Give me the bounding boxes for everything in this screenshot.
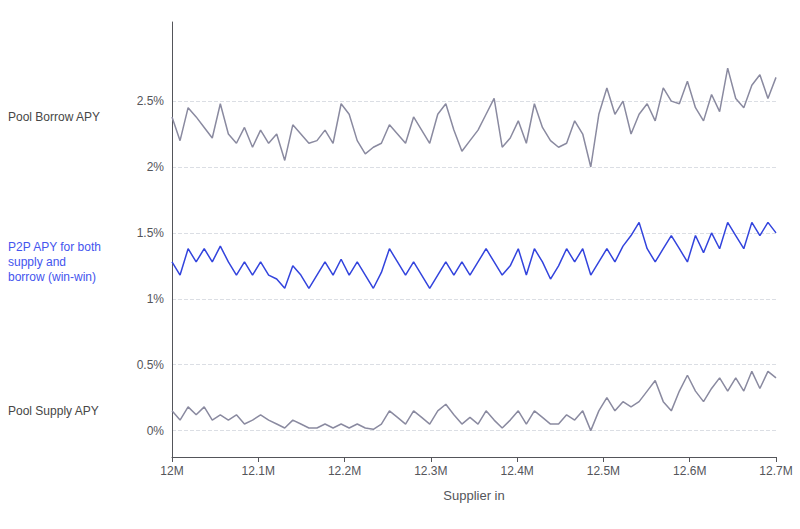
svg-text:P2P APY for both: P2P APY for both bbox=[8, 240, 101, 254]
svg-text:12.1M: 12.1M bbox=[242, 464, 275, 478]
svg-text:Pool Supply APY: Pool Supply APY bbox=[8, 404, 99, 418]
svg-text:12.7M: 12.7M bbox=[759, 464, 792, 478]
svg-text:12.2M: 12.2M bbox=[328, 464, 361, 478]
svg-text:borrow (win-win): borrow (win-win) bbox=[8, 270, 96, 284]
svg-text:Pool Borrow APY: Pool Borrow APY bbox=[8, 110, 100, 124]
svg-text:2%: 2% bbox=[147, 160, 165, 174]
svg-text:12.6M: 12.6M bbox=[673, 464, 706, 478]
svg-text:supply and: supply and bbox=[8, 255, 66, 269]
svg-text:1%: 1% bbox=[147, 292, 165, 306]
svg-text:12.3M: 12.3M bbox=[414, 464, 447, 478]
svg-text:12M: 12M bbox=[160, 464, 183, 478]
svg-text:0.5%: 0.5% bbox=[137, 358, 165, 372]
svg-text:2.5%: 2.5% bbox=[137, 94, 165, 108]
svg-text:0%: 0% bbox=[147, 424, 165, 438]
svg-text:1.5%: 1.5% bbox=[137, 226, 165, 240]
svg-text:12.5M: 12.5M bbox=[587, 464, 620, 478]
svg-text:Supplier in: Supplier in bbox=[443, 488, 504, 503]
svg-text:12.4M: 12.4M bbox=[500, 464, 533, 478]
